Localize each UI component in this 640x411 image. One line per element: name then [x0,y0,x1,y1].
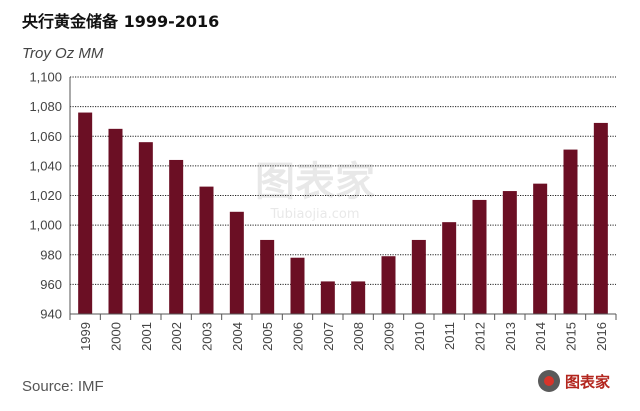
bar-2003 [199,186,214,314]
watermark-subtext: Tubiaojia.com [269,207,359,222]
x-tick-label: 2006 [291,322,306,351]
x-tick-label: 2002 [169,322,184,351]
chart-title: 央行黄金储备 1999-2016 [22,12,220,31]
y-tick-label: 940 [40,307,62,322]
y-tick-label: 1,000 [29,218,62,233]
x-tick-label: 2016 [594,322,609,351]
watermark: 图表家 Tubiaojia.com [255,159,375,222]
source-note: Source: IMF [22,378,104,395]
tick-labels: 940 960 980 1,000 1,020 1,040 1,060 1,080 1,100 1… [29,70,608,351]
watermark-text: 图表家 [255,159,375,205]
y-tick-label: 1,080 [29,99,62,114]
logo-text: 图表家 [565,373,610,391]
bar-2012 [472,199,487,314]
y-tick-label: 1,020 [29,188,62,203]
x-tick-label: 1999 [78,322,93,351]
bar-1999 [78,112,93,314]
bar-2016 [593,122,608,314]
x-tick-label: 2010 [412,322,427,351]
bar-2007 [320,281,335,314]
bar-2011 [442,222,457,314]
bar-2010 [411,239,426,314]
watermark-logo: 图表家 [538,370,610,392]
x-tick-label: 2004 [230,322,245,351]
y-tick-label: 1,060 [29,129,62,144]
y-tick-label: 960 [40,277,62,292]
x-tick-label: 2001 [139,322,154,351]
bar-2014 [533,183,548,314]
bar-2006 [290,257,305,314]
bar-2013 [502,191,517,314]
x-tick-label: 2000 [109,322,124,351]
logo-icon-accent [544,376,554,386]
x-tick-label: 2003 [200,322,215,351]
x-tick-label: 2007 [321,322,336,351]
bar-2001 [138,142,153,314]
x-tick-label: 2014 [533,322,548,351]
axes [69,77,617,320]
x-tick-label: 2015 [564,322,579,351]
bar-2015 [563,149,578,314]
bar-2008 [351,281,366,314]
y-tick-label: 980 [40,247,62,262]
x-tick-label: 2008 [351,322,366,351]
bar-2005 [260,239,275,314]
bars [78,112,608,314]
x-tick-label: 2013 [503,322,518,351]
y-tick-label: 1,100 [29,70,62,85]
y-axis-unit-label: Troy Oz MM [22,45,104,62]
bar-2002 [169,159,184,314]
bar-2000 [108,128,123,314]
x-tick-label: 2005 [260,322,275,351]
x-tick-label: 2009 [382,322,397,351]
bar-2009 [381,256,396,314]
bar-2004 [229,211,244,314]
y-tick-label: 1,040 [29,158,62,173]
x-tick-label: 2011 [442,322,457,350]
x-tick-label: 2012 [473,322,488,351]
